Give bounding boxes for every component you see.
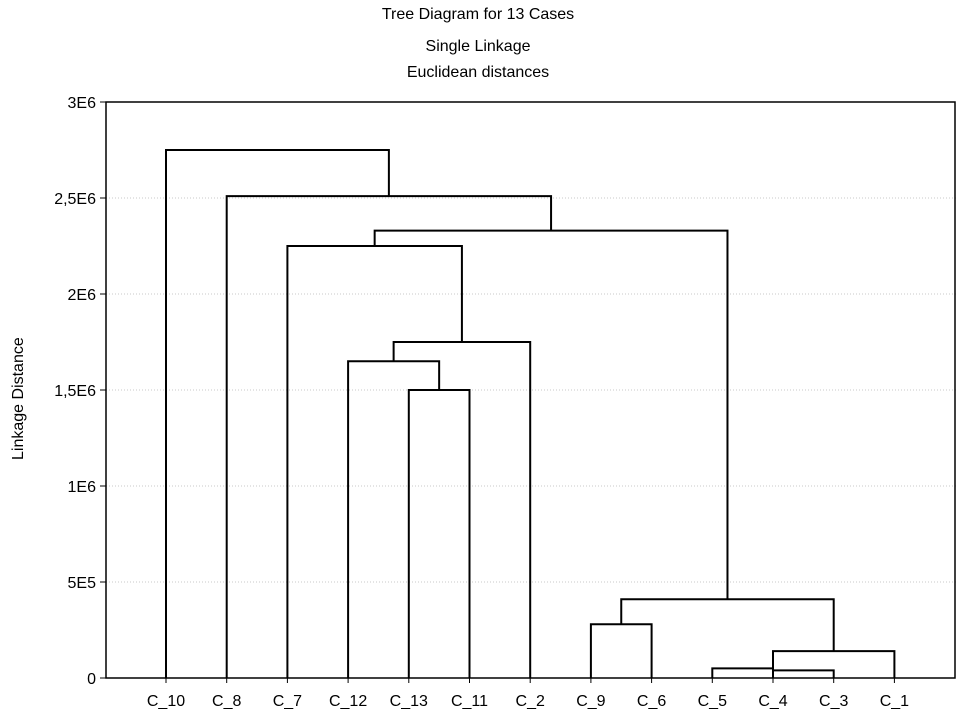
chart-subtitle-distance: Euclidean distances [406, 64, 550, 81]
leaf-label: C_1 [880, 693, 909, 710]
leaf-label: C_2 [516, 693, 545, 710]
dendrogram-link [711, 667, 774, 678]
leaf-label: C_8 [212, 693, 241, 710]
dendrogram-link [589, 623, 653, 678]
dendrogram-link [373, 229, 729, 600]
leaf-label: C_9 [576, 693, 605, 710]
dendrogram-link [165, 149, 390, 678]
y-tick-label: 1,5E6 [54, 383, 96, 400]
y-tick-label: 2,5E6 [54, 191, 96, 208]
leaf-label: C_12 [329, 693, 367, 710]
y-tick-label: 1E6 [68, 479, 97, 496]
leaf-label: C_6 [637, 693, 666, 710]
leaf-label: C_3 [819, 693, 848, 710]
y-tick-label: 3E6 [68, 95, 97, 112]
dendrogram-link [620, 598, 835, 652]
leaf-label: C_5 [698, 693, 727, 710]
dendrogram-link [225, 195, 553, 678]
leaf-label: C_13 [390, 693, 428, 710]
chart-title: Tree Diagram for 13 Cases [381, 6, 575, 23]
leaf-label: C_10 [147, 693, 185, 710]
dendrogram-link [286, 245, 463, 678]
y-tick-label: 0 [87, 671, 96, 688]
dendrogram-link [347, 360, 441, 678]
leaf-label: C_7 [273, 693, 302, 710]
dendrogram-link [407, 389, 471, 678]
leaf-label: C_4 [758, 693, 787, 710]
dendrogram-link [392, 341, 532, 678]
y-tick-label: 2E6 [68, 287, 97, 304]
y-tick-label: 5E5 [68, 575, 97, 592]
dendrogram-link [772, 669, 835, 678]
chart-subtitle-linkage: Single Linkage [425, 38, 531, 55]
leaf-label: C_11 [451, 693, 488, 710]
